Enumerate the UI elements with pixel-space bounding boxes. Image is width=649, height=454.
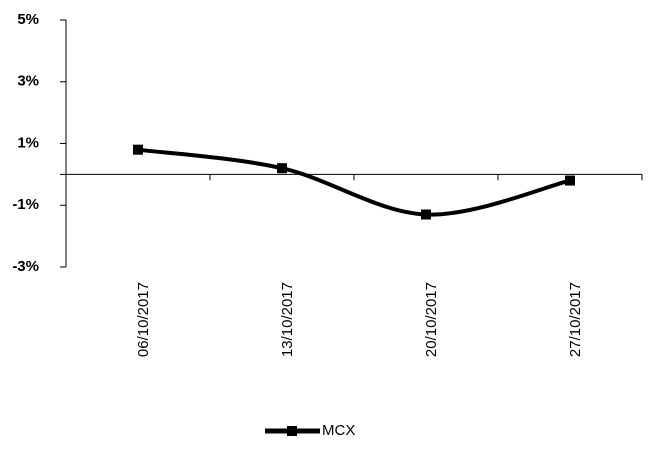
legend-marker-swatch	[287, 426, 297, 436]
legend-label: MCX	[322, 422, 355, 439]
y-tick-label: -1%	[12, 196, 39, 213]
x-tick-label: 27/10/2017	[567, 282, 584, 357]
x-tick-label: 20/10/2017	[423, 282, 440, 357]
y-tick-label: 3%	[17, 73, 39, 90]
y-tick-label: 1%	[17, 134, 39, 151]
series-group	[133, 144, 575, 220]
y-tick-label: -3%	[12, 258, 39, 275]
x-tick-label: 06/10/2017	[135, 282, 152, 357]
y-tick-label: 5%	[17, 11, 39, 28]
data-point-marker	[133, 144, 143, 155]
y-axis-tick-labels: 5% 3% 1% -1% -3%	[12, 11, 39, 275]
x-axis-tick-labels: 06/10/2017 13/10/2017 20/10/2017 27/10/2017	[135, 282, 584, 357]
data-point-marker	[565, 175, 575, 186]
data-point-marker	[277, 163, 287, 174]
y-axis-tick-marks	[60, 19, 66, 268]
data-point-marker	[421, 209, 431, 220]
x-axis-tick-marks	[209, 174, 643, 181]
x-tick-label: 13/10/2017	[279, 282, 296, 357]
legend: MCX	[265, 422, 355, 439]
series-line-mcx	[137, 147, 571, 217]
